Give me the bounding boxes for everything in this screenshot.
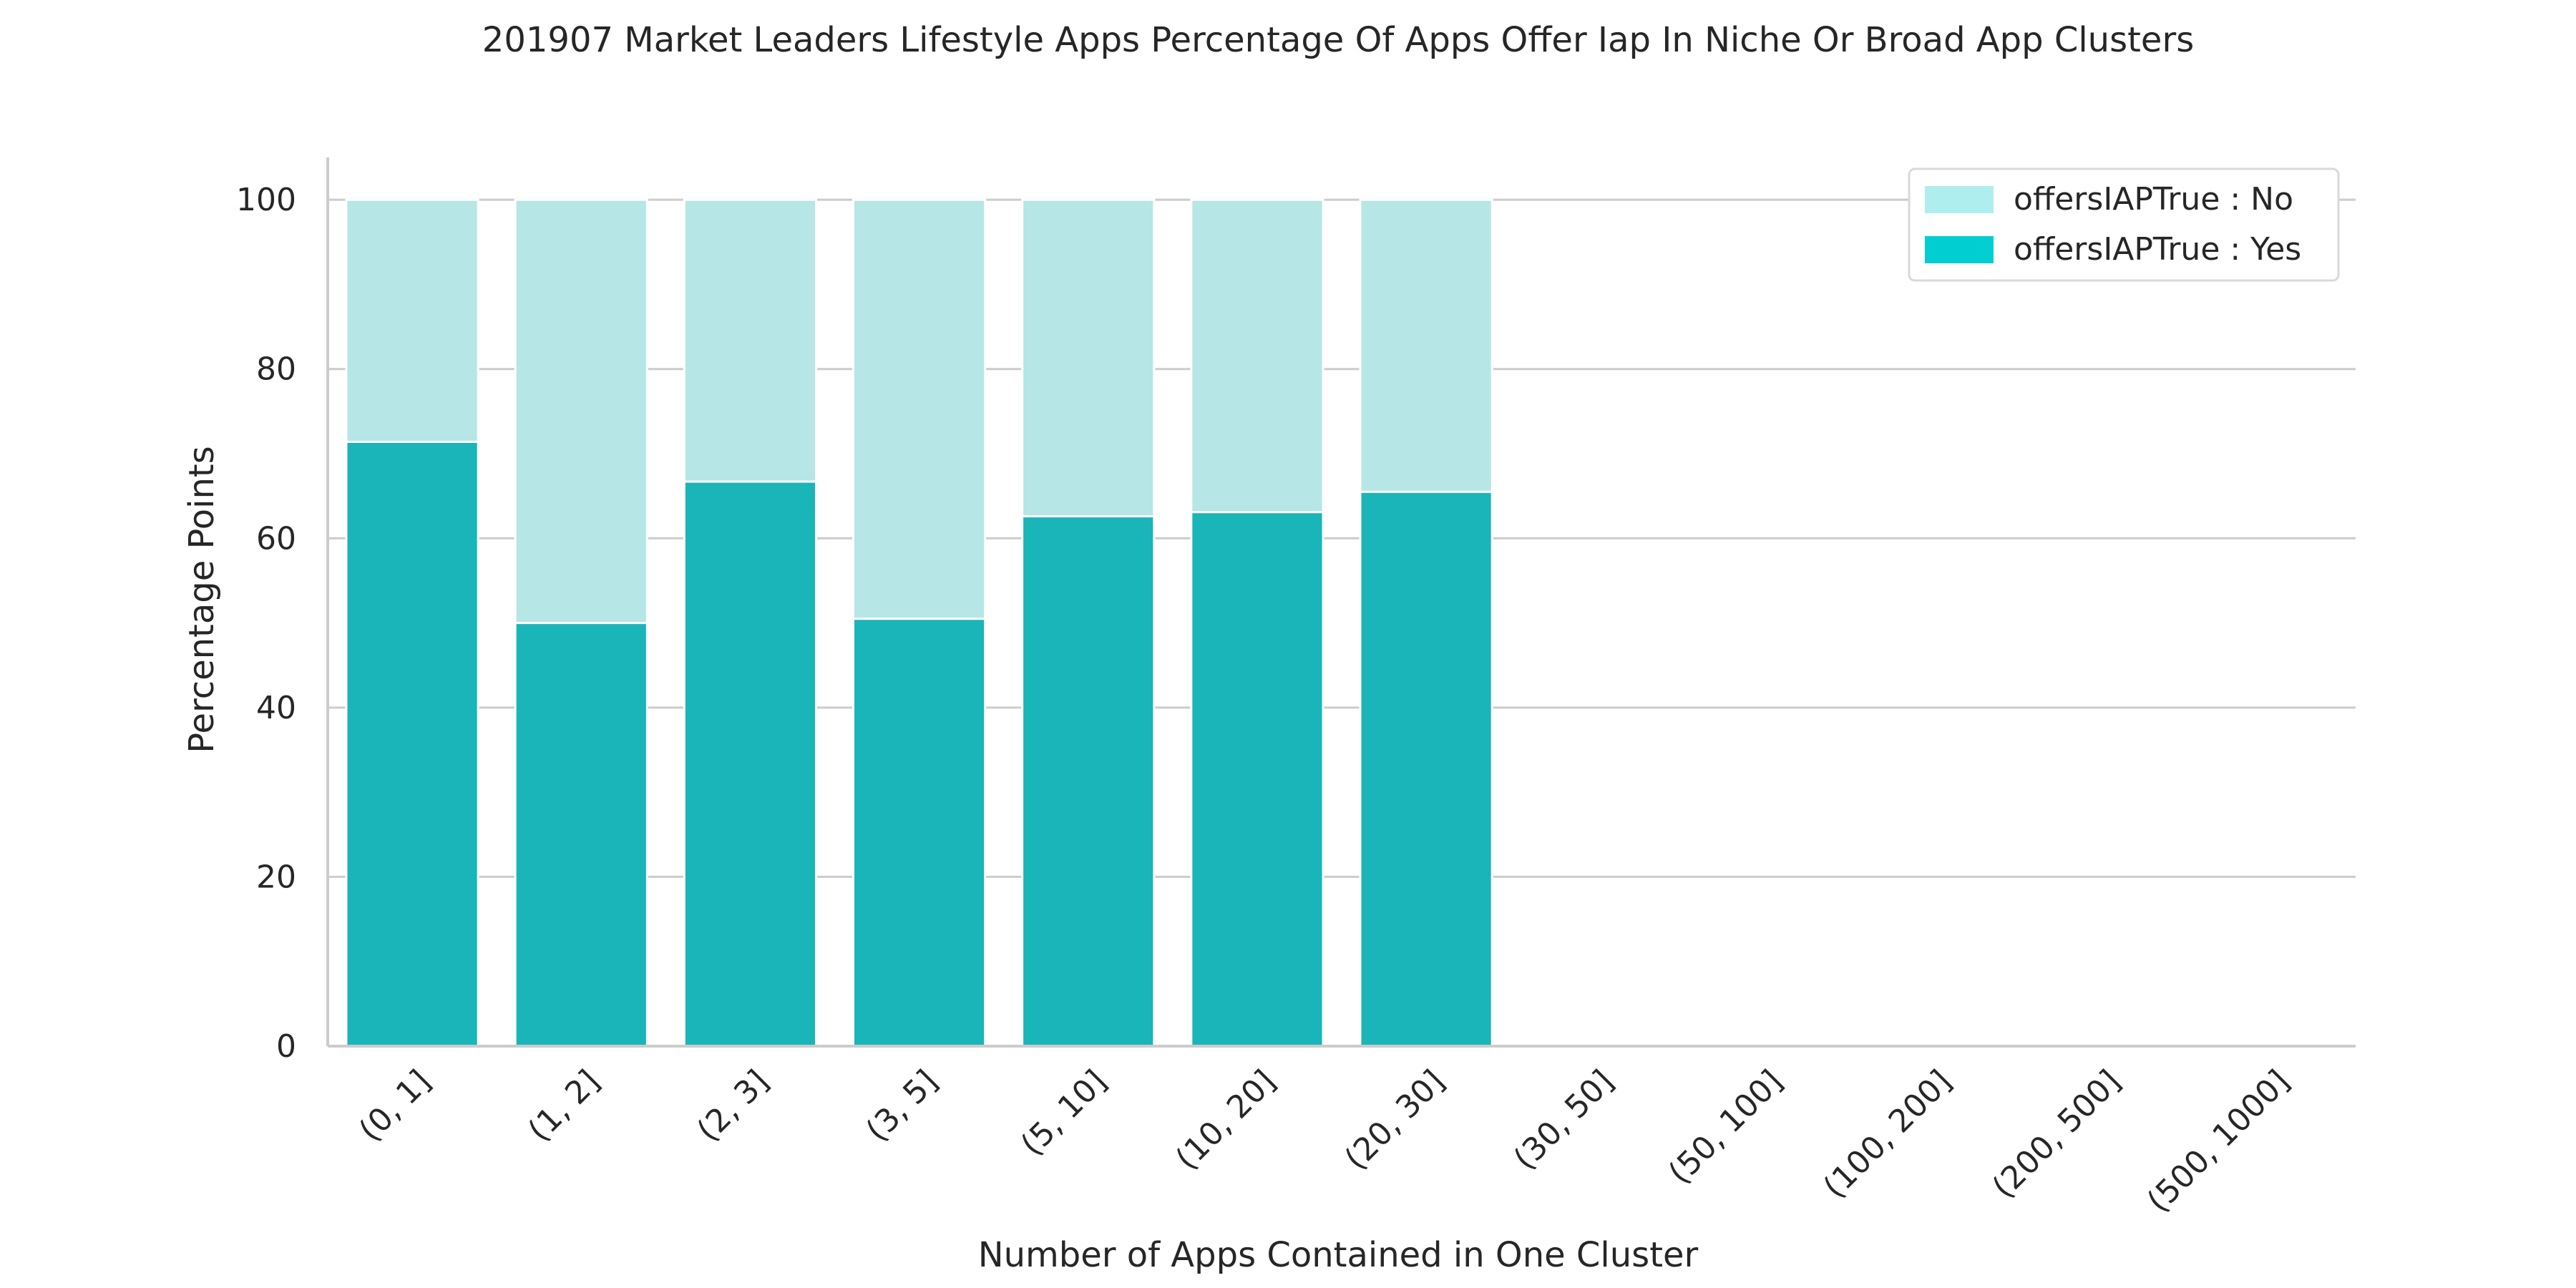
chart-title: 201907 Market Leaders Lifestyle Apps Per… — [482, 20, 2194, 60]
x-tick-label: (0, 1] — [352, 1063, 438, 1149]
bars — [345, 198, 1493, 1048]
y-tick-label: 0 — [276, 1028, 296, 1065]
y-tick-label: 20 — [256, 859, 296, 895]
bar-yes — [345, 440, 479, 1048]
legend-label: offersIAPTrue : No — [2014, 181, 2293, 218]
bar-no — [514, 198, 648, 625]
x-tick-label: (1, 2] — [521, 1063, 607, 1149]
x-tick-label: (20, 30] — [1338, 1063, 1452, 1177]
y-tick-label: 60 — [256, 520, 296, 557]
legend-label: offersIAPTrue : Yes — [2014, 231, 2301, 268]
y-tick-label: 100 — [236, 182, 296, 218]
bar-yes — [683, 480, 818, 1048]
x-tick-label: (5, 10] — [1014, 1063, 1114, 1163]
bar-no — [683, 198, 818, 483]
y-tick-labels: 0 20 40 60 80 100 — [236, 182, 296, 1065]
x-tick-label: (30, 50] — [1507, 1063, 1621, 1177]
bar-no — [852, 198, 987, 620]
legend: offersIAPTrue : No offersIAPTrue : Yes — [1908, 167, 2340, 282]
bar-yes — [1359, 490, 1493, 1048]
x-tick-label: (200, 500] — [1986, 1063, 2128, 1206]
x-tick-label: (50, 100] — [1662, 1063, 1790, 1191]
bar-no — [1359, 198, 1493, 493]
x-tick-label: (10, 20] — [1169, 1063, 1282, 1177]
bar-no — [1021, 198, 1156, 518]
y-tick-label: 80 — [256, 351, 296, 388]
bar-no — [1190, 198, 1324, 514]
bar-yes — [1190, 511, 1324, 1048]
bar-no — [345, 198, 479, 443]
y-axis-label: Percentage Points — [182, 446, 222, 753]
legend-swatch — [1925, 186, 1994, 213]
bar-yes — [852, 618, 987, 1048]
bar-yes — [514, 622, 648, 1048]
x-axis-label: Number of Apps Contained in One Cluster — [978, 1235, 1699, 1275]
x-tick-labels: (0, 1] (1, 2] (2, 3] (3, 5] (5, 10] (10, 20] (… — [352, 1063, 2297, 1220]
x-tick-label: (2, 3] — [690, 1063, 776, 1149]
legend-swatch — [1925, 236, 1994, 263]
y-tick-label: 40 — [256, 690, 296, 726]
legend-box — [1908, 167, 2340, 282]
x-tick-label: (500, 1000] — [2140, 1063, 2297, 1220]
x-tick-label: (3, 5] — [859, 1063, 945, 1149]
bar-yes — [1021, 515, 1156, 1048]
x-tick-label: (100, 200] — [1816, 1063, 1958, 1206]
axes — [326, 157, 2356, 1048]
